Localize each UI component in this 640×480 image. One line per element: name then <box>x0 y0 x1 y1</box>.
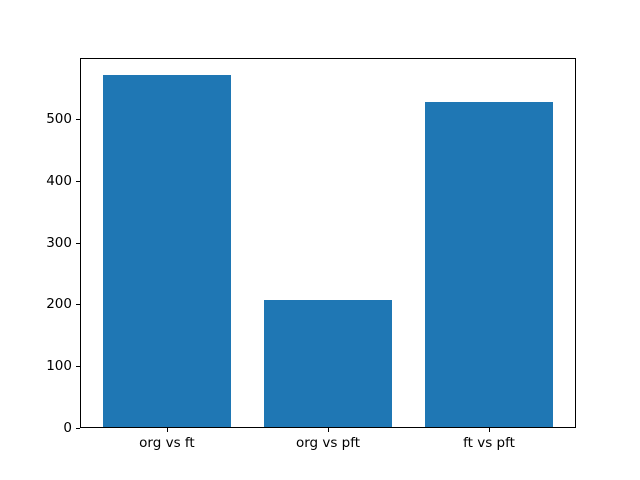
y-axis-tick <box>76 181 80 183</box>
y-axis-tick-label: 200 <box>46 296 72 313</box>
y-axis-tick <box>76 304 80 306</box>
x-axis-category-label: org vs pft <box>295 434 361 451</box>
y-axis-tick-label: 400 <box>46 173 72 190</box>
x-axis-category-label: ft vs pft <box>463 434 515 451</box>
x-axis-tick <box>166 427 168 432</box>
bar-org-vs-pft <box>263 299 393 428</box>
x-axis-category-label: org vs ft <box>139 434 195 451</box>
x-axis-tick <box>328 427 329 432</box>
y-axis-tick-label: 100 <box>46 357 72 374</box>
y-axis-tick <box>76 242 80 244</box>
y-axis-tick-label: 0 <box>63 419 72 436</box>
bar-org-vs-ft <box>102 75 232 428</box>
y-axis-tick <box>76 365 80 367</box>
y-axis-tick <box>76 119 80 121</box>
x-axis-tick <box>489 427 491 432</box>
bar-ft-vs-pft <box>424 102 554 428</box>
y-axis-tick <box>76 427 80 429</box>
y-axis-tick-label: 300 <box>46 234 72 251</box>
y-axis-tick-label: 500 <box>46 111 72 128</box>
